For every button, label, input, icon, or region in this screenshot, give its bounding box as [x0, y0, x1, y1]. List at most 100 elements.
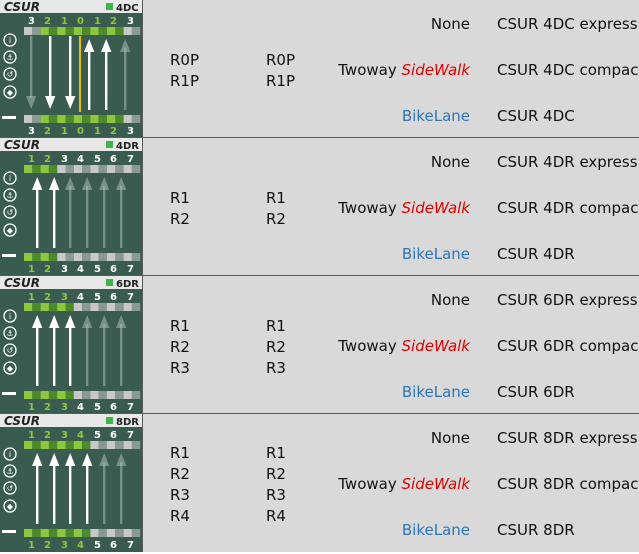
lane-arrow-shaft: [124, 48, 127, 110]
road-name-plain: CSUR 6DR: [497, 383, 575, 401]
lane-strip: [107, 27, 116, 35]
lane-strip: [24, 253, 33, 261]
road-name-express: CSUR 6DR express: [497, 291, 638, 309]
twoway-label: Twoway: [338, 475, 397, 493]
code-badge-square: [106, 279, 113, 286]
lane-strip: [90, 165, 99, 173]
info-icon-glyph: i: [9, 312, 11, 321]
lane-strip: [73, 303, 83, 311]
side-option-bikelane: BikeLane: [401, 107, 470, 125]
lane-label: R1: [266, 317, 286, 335]
diamond-icon: [3, 499, 17, 513]
road-thumbnail[interactable]: CSUR 8DR 1 1 2 2 3 3 4 4 5 5 6 6 7 7 i ⚓ ↺ ◆: [0, 414, 142, 552]
lane-number-bottom: 5: [94, 264, 101, 275]
lane-number-top: 6: [110, 154, 117, 165]
lane-number-top: 2: [110, 16, 117, 27]
road-thumbnail[interactable]: CSUR 4DC 3 3 2 2 1 1 0 0 1 1 2 2 3 3 i ⚓ ↺ ◆: [0, 0, 142, 138]
lane-strip: [90, 253, 99, 261]
lane-number-top: 1: [28, 154, 35, 165]
u-turn-icon-glyph: ↺: [7, 484, 14, 493]
diamond-icon-glyph: ◆: [7, 226, 14, 235]
lane-strip: [115, 529, 124, 537]
lane-number-bottom: 5: [94, 402, 101, 413]
lane-strip: [48, 115, 58, 123]
road-thumbnail[interactable]: CSUR 6DR 1 1 2 2 3 3 4 4 5 5 6 6 7 7 i ⚓ ↺ ◆: [0, 276, 142, 414]
lane-strip: [115, 165, 124, 173]
table-row[interactable]: CSUR 4DR 1 1 2 2 3 3 4 4 5 5 6 6 7 7 i ⚓ ↺ ◆ R1 R2 R1 R2 No…: [0, 138, 639, 276]
lane-number-bottom: 6: [110, 402, 117, 413]
lane-arrow-head: [32, 177, 43, 190]
info-icon: [3, 171, 17, 185]
lane-strip: [48, 27, 58, 35]
lane-config-right: R0P R1P: [266, 50, 306, 92]
road-name-plain: CSUR 4DC: [497, 107, 575, 125]
lane-strip: [131, 303, 141, 311]
lane-label: R2: [266, 210, 286, 228]
lane-arrow-shaft: [53, 186, 56, 248]
lane-arrow-head: [26, 96, 37, 109]
lane-number-bottom: 3: [127, 126, 134, 137]
lane-arrow-shaft: [53, 462, 56, 524]
lane-strip: [57, 115, 66, 123]
lane-number-bottom: 6: [110, 540, 117, 551]
sidewalk-label: SideWalk: [401, 337, 471, 355]
lane-config-right: R1 R2 R3 R4: [266, 443, 306, 527]
lane-arrow-shaft: [88, 48, 91, 110]
lane-strip: [90, 441, 99, 449]
diamond-icon-glyph: ◆: [7, 88, 14, 97]
lane-arrow-head: [99, 315, 110, 328]
stop-bar: [2, 254, 16, 257]
road-name-plain: CSUR 4DR: [497, 245, 575, 263]
road-code-label: 4DR: [116, 141, 139, 152]
lane-strip: [82, 115, 91, 123]
info-icon: [3, 33, 17, 47]
lane-strip: [48, 303, 58, 311]
lane-strip: [107, 441, 116, 449]
lane-strip: [40, 253, 49, 261]
lane-strip: [90, 115, 99, 123]
table-row[interactable]: CSUR 8DR 1 1 2 2 3 3 4 4 5 5 6 6 7 7 i ⚓ ↺ ◆ R1 R2 R3 R4 R1…: [0, 414, 639, 552]
lane-strip: [98, 529, 107, 537]
lane-number-top: 2: [44, 16, 51, 27]
lane-number-top: 3: [61, 430, 68, 441]
lane-number-top: 3: [28, 16, 35, 27]
lane-arrow-head: [116, 177, 127, 190]
lane-strip: [73, 441, 83, 449]
lane-label: R0P: [170, 51, 200, 69]
road-name-express: CSUR 4DC express: [497, 15, 638, 33]
lane-strip: [82, 165, 91, 173]
table-row[interactable]: CSUR 4DC 3 3 2 2 1 1 0 0 1 1 2 2 3 3 i ⚓ ↺ ◆ R0P R1P R0P R1…: [0, 0, 639, 138]
lane-number-bottom: 1: [28, 540, 35, 551]
lane-arrow-head: [116, 315, 127, 328]
lane-arrow-head: [65, 96, 76, 109]
side-option-none: None: [430, 429, 470, 447]
lane-arrow-shaft: [120, 462, 123, 524]
lane-label: R1: [170, 189, 190, 207]
code-badge-square: [106, 417, 113, 424]
lane-number-top: 3: [61, 292, 68, 303]
road-thumbnail[interactable]: CSUR 4DR 1 1 2 2 3 3 4 4 5 5 6 6 7 7 i ⚓ ↺ ◆: [0, 138, 142, 276]
lane-number-bottom: 0: [77, 126, 84, 137]
lane-label: R2: [170, 210, 190, 228]
lane-arrow-shaft: [69, 324, 72, 386]
lane-strip: [32, 529, 41, 537]
lane-strip: [73, 391, 83, 399]
lane-arrow-shaft: [86, 462, 89, 524]
lane-strip: [82, 529, 91, 537]
lane-strip: [57, 165, 66, 173]
lane-number-top: 2: [44, 292, 51, 303]
diamond-icon: [3, 223, 17, 237]
lane-strip: [57, 391, 66, 399]
lane-number-bottom: 7: [127, 264, 134, 275]
lane-number-top: 3: [127, 16, 134, 27]
table-row[interactable]: CSUR 6DR 1 1 2 2 3 3 4 4 5 5 6 6 7 7 i ⚓ ↺ ◆ R1 R2 R3 R1 R2…: [0, 276, 639, 414]
lane-number-bottom: 1: [28, 402, 35, 413]
lane-arrow-shaft: [36, 186, 39, 248]
lane-strip: [24, 529, 33, 537]
bike-icon-glyph: ⚓: [6, 191, 13, 200]
lane-arrow-shaft: [86, 186, 89, 248]
code-badge-square: [106, 141, 113, 148]
lane-strip: [65, 391, 74, 399]
lane-strip: [57, 253, 66, 261]
sidewalk-label: SideWalk: [401, 475, 471, 493]
